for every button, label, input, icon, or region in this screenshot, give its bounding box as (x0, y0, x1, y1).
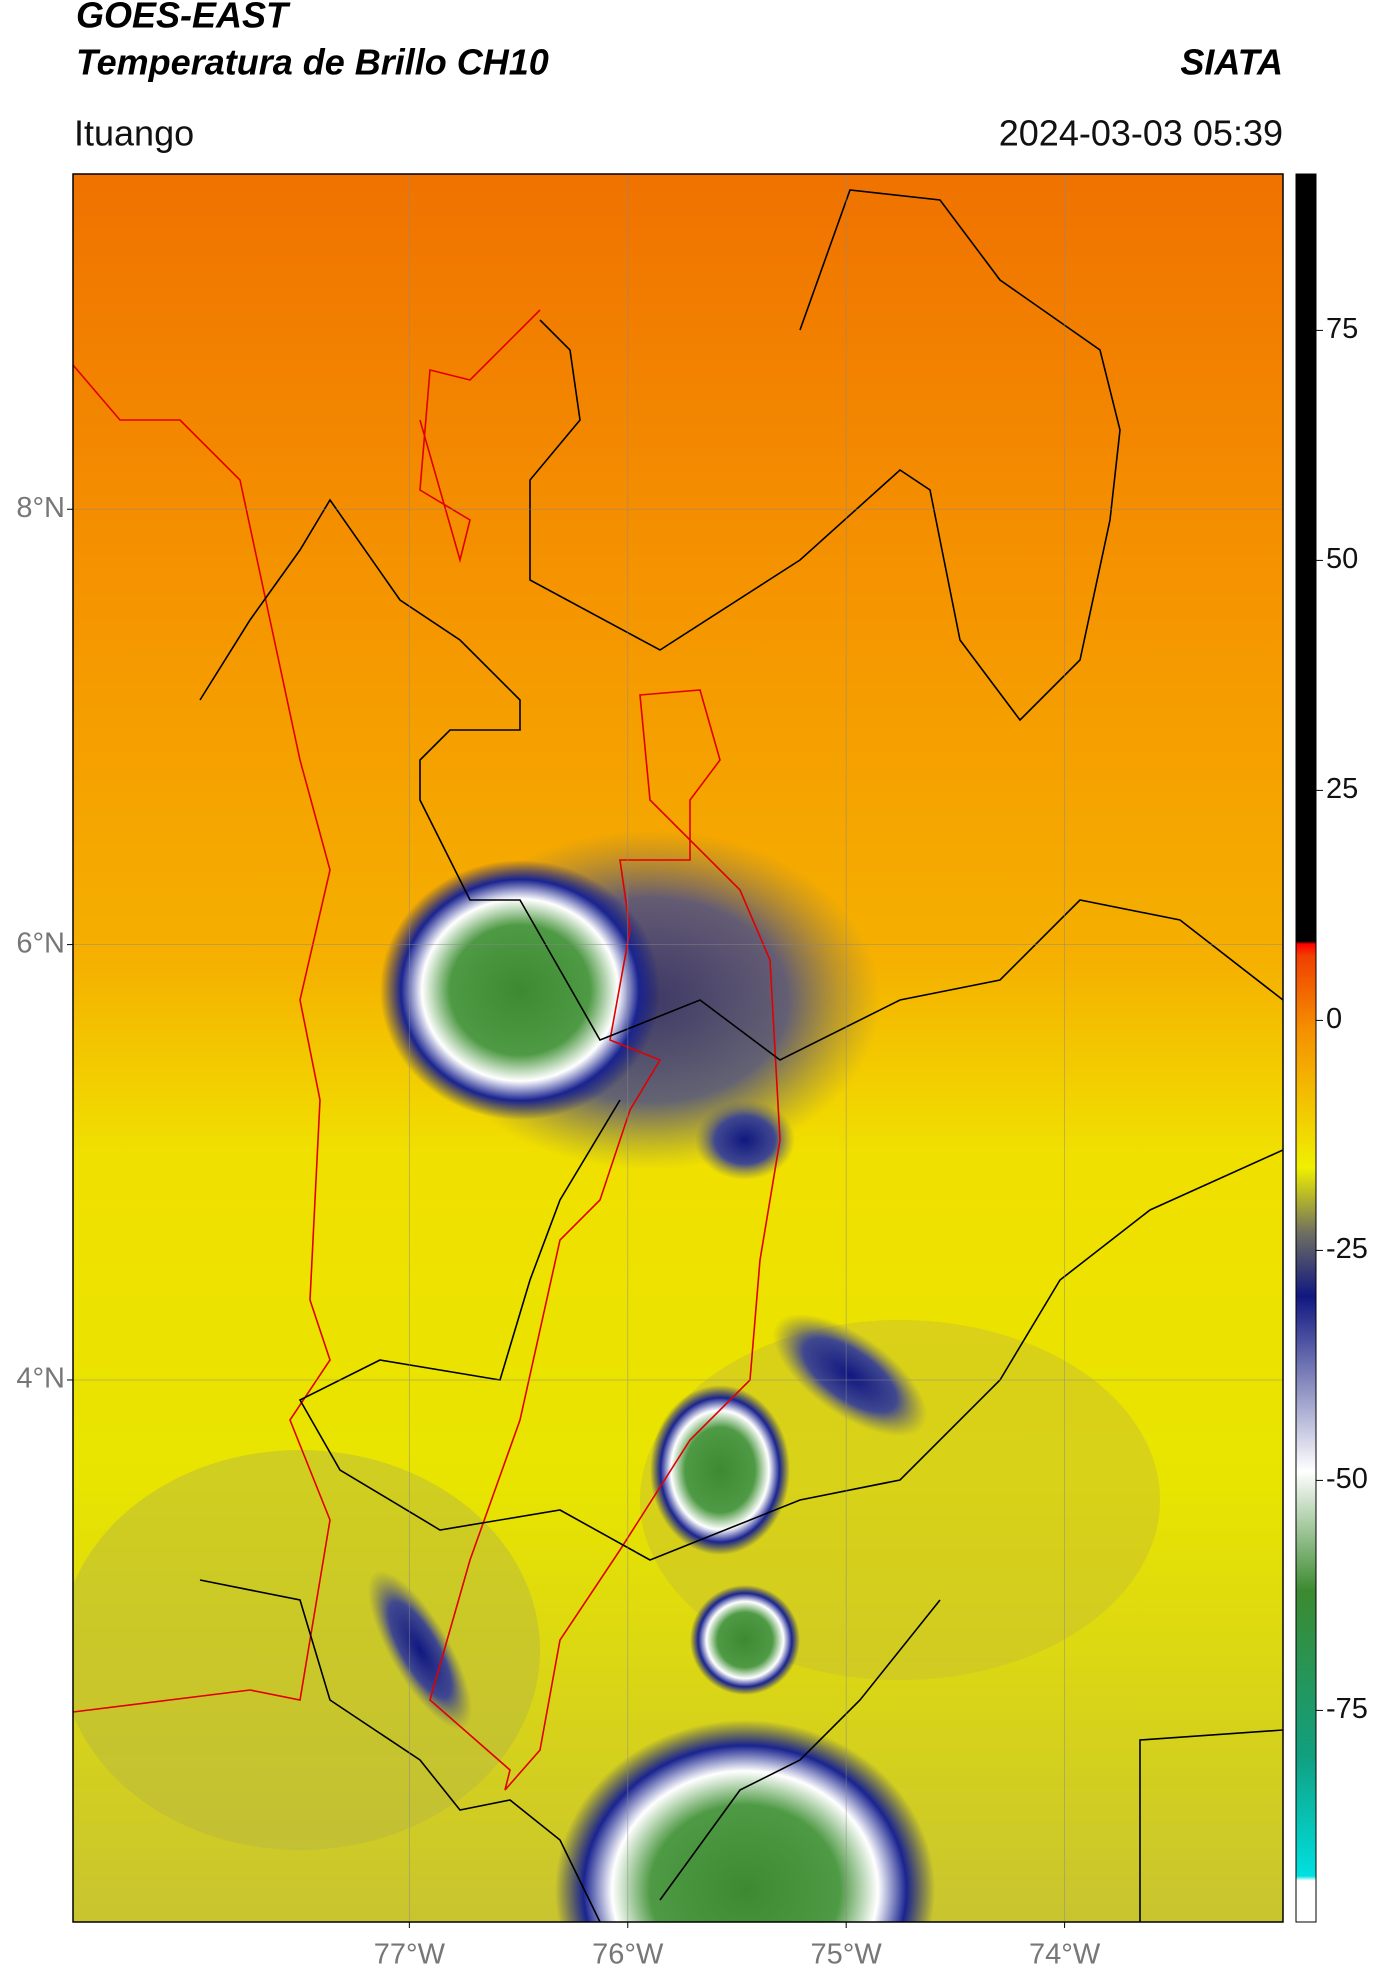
x-tick-label: 77°W (374, 1939, 446, 1971)
cloud (73, 1450, 540, 1850)
border (298, 1099, 1283, 1561)
colorbar-tick-label: 0 (1326, 1003, 1342, 1035)
location: Ituango (74, 113, 194, 154)
colorbar (1295, 173, 1317, 1923)
colorbar-tick-label: -25 (1326, 1233, 1368, 1265)
storm (690, 1585, 800, 1695)
datetime: 2024-03-03 05:39 (999, 113, 1283, 154)
source: SIATA (1180, 42, 1283, 83)
y-tick-label: 8°N (16, 492, 65, 524)
border (199, 1579, 1283, 1922)
colorbar-tick-label: 50 (1326, 543, 1358, 575)
colorbar-tick-label: 75 (1326, 313, 1358, 345)
coastline (73, 364, 331, 1713)
x-tick-label: 75°W (811, 1939, 883, 1971)
border (529, 189, 1121, 722)
map-frame (72, 173, 1284, 1923)
colorbar-tick-label: -50 (1326, 1463, 1368, 1495)
title: Temperatura de Brillo CH10 (76, 42, 549, 83)
storm (650, 1385, 790, 1555)
colorbar-tick-label: -75 (1326, 1693, 1368, 1725)
cloud (368, 1570, 472, 1730)
x-tick-label: 74°W (1029, 1939, 1101, 1971)
cloud (772, 1313, 928, 1437)
coastline (419, 309, 541, 564)
grid (73, 174, 1283, 1922)
colorbar-tick-label: 25 (1326, 773, 1358, 805)
title: GOES-EAST (76, 0, 291, 36)
x-tick-label: 76°W (592, 1939, 664, 1971)
border (199, 498, 1283, 1061)
storm (380, 860, 660, 1120)
department-border (429, 689, 781, 1791)
y-tick-label: 6°N (16, 927, 65, 959)
y-tick-label: 4°N (16, 1363, 65, 1395)
storm (555, 1720, 935, 1922)
map-image (73, 174, 1283, 1922)
cloud (695, 1100, 795, 1180)
cloud (640, 1320, 1160, 1680)
